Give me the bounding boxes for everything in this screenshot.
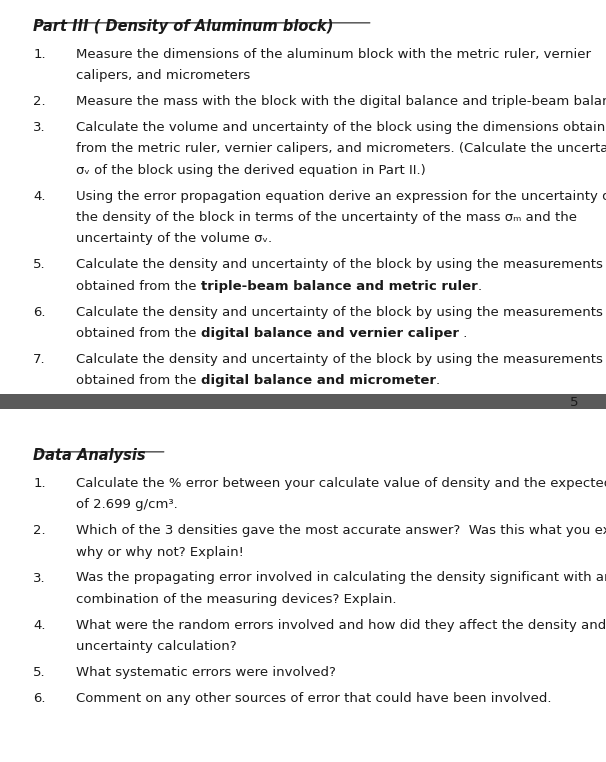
Text: Calculate the volume and uncertainty of the block using the dimensions obtained: Calculate the volume and uncertainty of … (76, 121, 606, 134)
Text: triple-beam balance and metric ruler: triple-beam balance and metric ruler (201, 280, 478, 293)
Text: uncertainty calculation?: uncertainty calculation? (76, 640, 236, 653)
Text: 2.: 2. (33, 524, 46, 537)
Text: 2.: 2. (33, 95, 46, 108)
Text: calipers, and micrometers: calipers, and micrometers (76, 69, 250, 82)
Text: 5.: 5. (33, 666, 46, 679)
Text: Calculate the density and uncertainty of the block by using the measurements: Calculate the density and uncertainty of… (76, 353, 602, 366)
Text: the density of the block in terms of the uncertainty of the mass σₘ and the: the density of the block in terms of the… (76, 211, 577, 224)
Text: 5: 5 (570, 396, 579, 409)
Text: 4.: 4. (33, 619, 46, 632)
Text: obtained from the: obtained from the (76, 374, 201, 387)
Text: Data Analysis: Data Analysis (33, 448, 146, 463)
Text: obtained from the: obtained from the (76, 280, 201, 293)
Text: 1.: 1. (33, 48, 46, 61)
Text: why or why not? Explain!: why or why not? Explain! (76, 546, 244, 559)
Text: 6.: 6. (33, 692, 46, 705)
Text: 3.: 3. (33, 121, 46, 134)
Text: .: . (478, 280, 481, 293)
Text: obtained from the: obtained from the (76, 327, 201, 340)
Text: 4.: 4. (33, 190, 46, 203)
Text: Measure the dimensions of the aluminum block with the metric ruler, vernier: Measure the dimensions of the aluminum b… (76, 48, 591, 61)
Text: .: . (436, 374, 439, 387)
Text: Calculate the density and uncertainty of the block by using the measurements: Calculate the density and uncertainty of… (76, 306, 602, 319)
Text: Comment on any other sources of error that could have been involved.: Comment on any other sources of error th… (76, 692, 551, 705)
Text: uncertainty of the volume σᵥ.: uncertainty of the volume σᵥ. (76, 232, 272, 245)
Text: digital balance and micrometer: digital balance and micrometer (201, 374, 436, 387)
FancyBboxPatch shape (0, 394, 606, 409)
Text: 5.: 5. (33, 258, 46, 271)
Text: σᵥ of the block using the derived equation in Part II.): σᵥ of the block using the derived equati… (76, 164, 425, 177)
Text: of 2.699 g/cm³.: of 2.699 g/cm³. (76, 498, 178, 511)
Text: Calculate the % error between your calculate value of density and the expected v: Calculate the % error between your calcu… (76, 477, 606, 490)
Text: Using the error propagation equation derive an expression for the uncertainty σᵨ: Using the error propagation equation der… (76, 190, 606, 203)
Text: 6.: 6. (33, 306, 46, 319)
Text: Which of the 3 densities gave the most accurate answer?  Was this what you expec: Which of the 3 densities gave the most a… (76, 524, 606, 537)
Text: .: . (459, 327, 467, 340)
Text: 1.: 1. (33, 477, 46, 490)
Text: What systematic errors were involved?: What systematic errors were involved? (76, 666, 336, 679)
Text: Measure the mass with the block with the digital balance and triple-beam balance: Measure the mass with the block with the… (76, 95, 606, 108)
Text: 7.: 7. (33, 353, 46, 366)
Text: from the metric ruler, vernier calipers, and micrometers. (Calculate the uncerta: from the metric ruler, vernier calipers,… (76, 142, 606, 155)
Text: 3.: 3. (33, 572, 46, 584)
Text: What were the random errors involved and how did they affect the density and: What were the random errors involved and… (76, 619, 606, 632)
Text: combination of the measuring devices? Explain.: combination of the measuring devices? Ex… (76, 593, 396, 606)
Text: Was the propagating error involved in calculating the density significant with a: Was the propagating error involved in ca… (76, 572, 606, 584)
Text: Calculate the density and uncertainty of the block by using the measurements: Calculate the density and uncertainty of… (76, 258, 602, 271)
Text: Part III ( Density of Aluminum block): Part III ( Density of Aluminum block) (33, 19, 334, 34)
Text: digital balance and vernier caliper: digital balance and vernier caliper (201, 327, 459, 340)
